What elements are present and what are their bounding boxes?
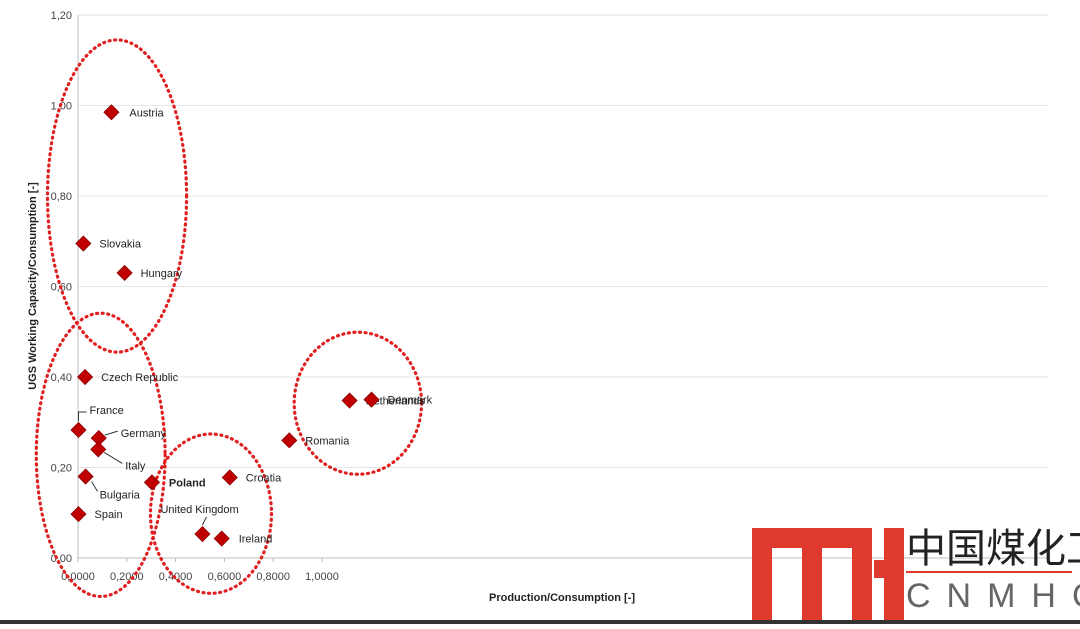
logo-block [752,528,772,620]
logo-block [802,528,822,620]
leader-line [91,481,98,492]
y-tick-label: 0,80 [51,191,72,203]
x-tick-label: 0,8000 [256,571,290,583]
data-point [103,104,120,121]
point-label: Denmark [388,395,433,407]
point-label: Slovakia [99,239,141,251]
logo-block [884,528,904,620]
y-tick-label: 0,20 [51,463,72,475]
data-point [77,468,94,485]
point-label: France [89,405,123,417]
logo-english-text: CNMHG [906,577,1080,615]
grid [78,14,1048,468]
data-point [281,432,298,449]
clusters [34,38,424,599]
data-point [116,264,133,281]
point-label: Austria [129,107,164,119]
data-point [75,235,92,252]
y-tick-label: 0,40 [51,372,72,384]
cluster-outline [148,432,274,595]
leader-line [201,516,207,526]
point-label: Italy [125,460,146,472]
cluster-outline [34,311,167,599]
y-tick-label: 0,00 [51,553,72,565]
logo-divider [906,571,1072,573]
data-point [70,506,87,523]
leader-line [103,451,123,464]
data-point [363,391,380,408]
bottom-border [0,620,1080,624]
point-label: Hungary [141,268,183,280]
x-axis-title: Production/Consumption [-] [489,592,635,604]
data-point [341,392,358,409]
axes: 0,000,200,400,600,801,001,200,0000 0,2000… [51,10,1048,583]
point-label: Germany [121,428,167,440]
leader-line [77,411,87,421]
data-point [213,530,230,547]
data-point [70,421,87,439]
cluster-outline [45,38,189,354]
point-label: United Kingdom [160,504,238,516]
point-label: Spain [94,509,122,521]
point-label: Romania [305,435,350,447]
cluster-outline [292,330,424,476]
leader-line [104,430,118,436]
logo-chinese-text: 中国煤化工 [906,527,1080,571]
data-point [143,474,160,491]
y-axis-title: UGS Working Capacity/Consumption [-] [27,182,39,390]
data-point [221,469,238,486]
x-tick-label: 1,0000 [305,571,339,583]
logo-mark [752,528,904,620]
data-points: Austria Slovakia Hungary Czech Republic Fran… [70,104,433,547]
point-label: Bulgaria [100,490,141,502]
point-label: Ireland [239,534,273,546]
data-point [77,368,94,386]
x-tick-label: 0,2000 [110,571,144,583]
cnmhg-logo: 中国煤化工 CNMHG [752,527,1080,620]
logo-block [852,528,872,620]
point-label: Poland [169,477,206,489]
data-point [194,525,211,543]
point-label: Czech Republic [101,372,179,384]
y-tick-label: 1,20 [51,10,72,22]
point-label: Netherlands [366,396,426,408]
point-label: Croatia [246,472,282,484]
x-tick-label: 0,6000 [208,571,242,583]
data-point [90,441,107,458]
